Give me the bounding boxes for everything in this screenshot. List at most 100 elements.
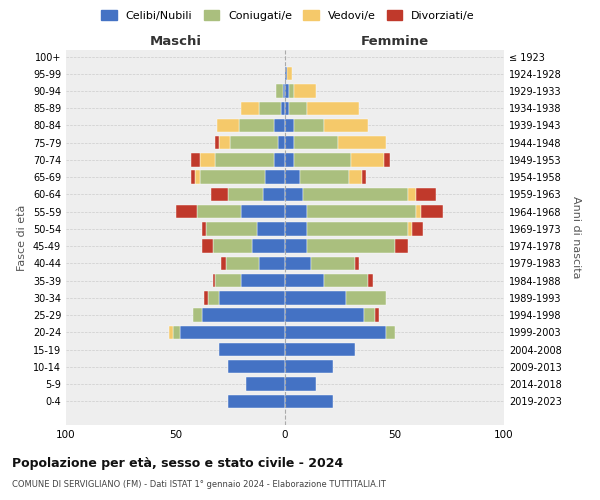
Bar xyxy=(285,205,307,218)
Bar xyxy=(176,205,197,218)
Bar xyxy=(195,170,200,184)
Bar xyxy=(364,308,375,322)
Bar xyxy=(173,326,180,339)
Bar xyxy=(285,188,302,201)
Bar xyxy=(346,291,386,304)
Bar xyxy=(257,222,285,235)
Bar xyxy=(241,205,285,218)
Bar xyxy=(193,308,202,322)
Bar xyxy=(307,222,407,235)
Bar xyxy=(416,188,436,201)
Bar xyxy=(169,326,173,339)
Bar xyxy=(278,136,285,149)
Bar xyxy=(200,170,265,184)
Bar xyxy=(302,188,407,201)
Bar xyxy=(285,308,364,322)
Bar xyxy=(285,256,311,270)
Bar xyxy=(307,102,359,115)
Bar xyxy=(383,153,390,166)
Bar xyxy=(213,240,252,253)
Bar xyxy=(386,326,395,339)
Bar xyxy=(202,222,206,235)
Text: Popolazione per età, sesso e stato civile - 2024: Popolazione per età, sesso e stato civil… xyxy=(12,458,343,470)
Bar xyxy=(220,343,285,356)
Bar xyxy=(285,153,294,166)
Bar xyxy=(285,102,289,115)
Bar xyxy=(338,136,386,149)
Bar xyxy=(285,326,386,339)
Bar xyxy=(202,308,285,322)
Bar xyxy=(276,84,283,98)
Bar xyxy=(307,205,416,218)
Bar xyxy=(204,291,208,304)
Bar xyxy=(283,84,285,98)
Bar xyxy=(375,308,379,322)
Bar xyxy=(228,188,263,201)
Bar xyxy=(301,170,349,184)
Bar xyxy=(285,119,294,132)
Bar xyxy=(287,67,292,80)
Bar xyxy=(355,256,359,270)
Bar xyxy=(285,274,325,287)
Bar xyxy=(362,170,366,184)
Bar xyxy=(325,119,368,132)
Legend: Celibi/Nubili, Coniugati/e, Vedovi/e, Divorziati/e: Celibi/Nubili, Coniugati/e, Vedovi/e, Di… xyxy=(97,6,479,25)
Text: Femmine: Femmine xyxy=(361,35,428,48)
Bar xyxy=(285,360,333,374)
Text: COMUNE DI SERVIGLIANO (FM) - Dati ISTAT 1° gennaio 2024 - Elaborazione TUTTITALI: COMUNE DI SERVIGLIANO (FM) - Dati ISTAT … xyxy=(12,480,386,489)
Bar xyxy=(416,205,421,218)
Bar xyxy=(368,274,373,287)
Bar xyxy=(220,136,230,149)
Bar xyxy=(407,222,412,235)
Bar xyxy=(197,205,241,218)
Y-axis label: Fasce di età: Fasce di età xyxy=(17,204,27,270)
Bar xyxy=(259,256,285,270)
Bar xyxy=(206,222,257,235)
Bar xyxy=(191,170,195,184)
Bar xyxy=(191,153,200,166)
Bar xyxy=(285,222,307,235)
Bar xyxy=(213,274,215,287)
Bar xyxy=(281,102,285,115)
Bar xyxy=(294,119,325,132)
Bar xyxy=(311,256,355,270)
Bar xyxy=(349,170,362,184)
Bar xyxy=(294,153,350,166)
Bar xyxy=(289,102,307,115)
Bar xyxy=(252,240,285,253)
Bar xyxy=(217,119,239,132)
Bar xyxy=(202,240,213,253)
Bar xyxy=(285,67,287,80)
Bar xyxy=(208,291,220,304)
Bar xyxy=(263,188,285,201)
Bar xyxy=(215,153,274,166)
Bar xyxy=(215,136,220,149)
Bar xyxy=(285,291,346,304)
Bar xyxy=(239,119,274,132)
Bar xyxy=(228,360,285,374)
Bar xyxy=(211,188,228,201)
Bar xyxy=(289,84,294,98)
Bar xyxy=(307,240,395,253)
Bar xyxy=(285,378,316,390)
Bar xyxy=(412,222,423,235)
Bar xyxy=(274,153,285,166)
Bar xyxy=(407,188,416,201)
Bar xyxy=(421,205,443,218)
Bar xyxy=(221,256,226,270)
Bar xyxy=(274,119,285,132)
Text: Maschi: Maschi xyxy=(149,35,202,48)
Bar xyxy=(241,274,285,287)
Bar xyxy=(228,394,285,408)
Bar xyxy=(200,153,215,166)
Bar xyxy=(285,394,333,408)
Bar xyxy=(285,343,355,356)
Bar xyxy=(294,136,338,149)
Bar xyxy=(230,136,278,149)
Bar xyxy=(241,102,259,115)
Bar xyxy=(395,240,407,253)
Bar xyxy=(285,84,289,98)
Bar xyxy=(325,274,368,287)
Bar xyxy=(226,256,259,270)
Bar xyxy=(245,378,285,390)
